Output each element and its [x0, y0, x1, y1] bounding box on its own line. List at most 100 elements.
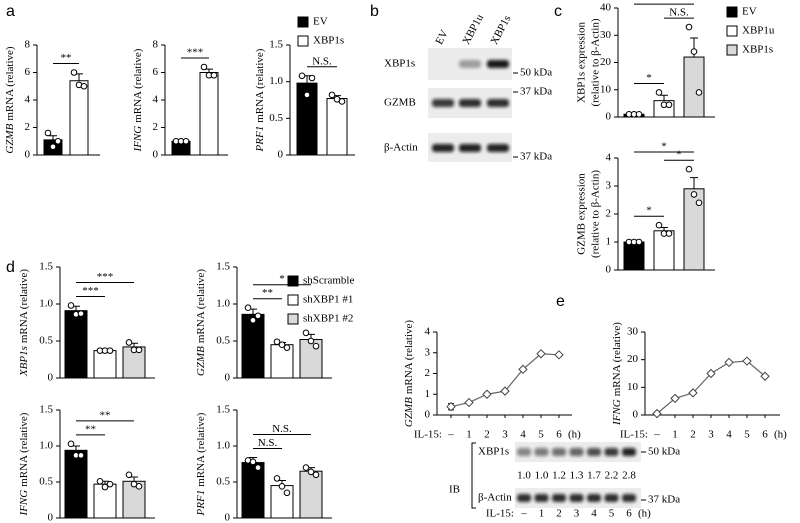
data-point — [283, 489, 291, 497]
band — [459, 99, 481, 107]
y-tick-label: 4 — [425, 326, 431, 338]
quantification: 2.2 — [605, 470, 619, 482]
marker — [706, 368, 716, 379]
y-axis-label-part: IFNG — [132, 126, 144, 153]
y-tick-label: 1.5 — [269, 39, 283, 51]
bar — [64, 310, 88, 379]
lane-label: 2 — [556, 508, 562, 520]
y-tick-label: 0 — [225, 372, 231, 384]
data-point — [210, 71, 218, 79]
error-bar — [130, 476, 138, 482]
data-point — [685, 23, 693, 31]
quantification: 1.0 — [517, 470, 531, 482]
band — [622, 494, 636, 502]
data-point — [80, 82, 88, 90]
data-point — [328, 91, 336, 99]
significance-label: * — [676, 149, 682, 161]
y-tick-label: 0 — [153, 149, 159, 161]
y-axis-label-part: mRNA (relative) — [195, 269, 207, 344]
data-point — [249, 458, 257, 466]
lane-label: – — [520, 508, 527, 520]
y-axis-label-part: PRF1 — [195, 490, 207, 517]
x-tick-label: 2 — [690, 429, 696, 441]
lane-axis-label: IL-15: — [486, 508, 514, 520]
bar — [683, 56, 705, 118]
x-tick-label: 1 — [672, 429, 678, 441]
row-label: XBP1s — [384, 58, 415, 70]
x-tick-label: – — [653, 429, 660, 441]
y-axis-label-part: PRF1 — [254, 126, 266, 153]
y-axis-label: (relative to β-Actin) — [590, 170, 602, 258]
panel-label: a — [6, 3, 15, 20]
y-tick-label: 30 — [627, 326, 639, 338]
band — [569, 448, 584, 456]
row-label: β-Actin — [478, 492, 512, 504]
y-tick-label: 0.5 — [39, 335, 53, 347]
data-point — [690, 191, 698, 198]
bar — [299, 470, 323, 519]
y-tick-label: 1 — [425, 388, 431, 400]
band — [487, 144, 509, 152]
line — [450, 353, 560, 408]
legend-label: EV — [742, 6, 757, 18]
significance-label: *** — [187, 47, 204, 59]
lane-label: XBP1u — [460, 12, 486, 47]
data-point — [303, 91, 311, 99]
band — [459, 144, 481, 152]
y-tick-label: 3 — [606, 180, 612, 192]
significance-label: N.S. — [272, 423, 292, 435]
x-axis-label: IL-15: — [620, 429, 648, 441]
data-point — [312, 342, 320, 350]
data-point — [135, 483, 143, 490]
legend-swatch — [287, 294, 299, 306]
y-tick-label: 1.0 — [39, 440, 53, 452]
quantification: 2.8 — [622, 470, 636, 482]
significance-label: ** — [100, 409, 111, 421]
y-axis-label-part: mRNA (relative) — [195, 412, 207, 487]
lane-label: EV — [433, 28, 451, 47]
y-axis-label-part: IFNG — [18, 490, 30, 517]
data-point — [54, 137, 62, 145]
marker — [518, 364, 528, 375]
data-point — [690, 48, 698, 55]
data-point — [635, 110, 643, 118]
data-point — [135, 346, 143, 354]
y-tick-label: 20 — [627, 353, 639, 365]
legend-label: EV — [313, 16, 328, 28]
data-point — [307, 468, 315, 476]
significance-label: * — [279, 273, 285, 285]
y-tick-label: 1 — [606, 236, 612, 248]
significance-label: N.S. — [258, 437, 278, 449]
significance-label: ** — [61, 52, 72, 64]
legend-label: shXBP1 #2 — [303, 313, 353, 325]
marker — [464, 397, 474, 408]
y-tick-label: 0.5 — [269, 112, 283, 124]
data-point — [96, 477, 104, 485]
data-point — [635, 238, 643, 246]
bar — [623, 241, 645, 271]
data-point — [665, 101, 673, 109]
data-point — [249, 316, 257, 324]
band — [604, 494, 619, 502]
y-tick-label: 0 — [25, 149, 31, 161]
ib-bracket — [471, 442, 476, 509]
y-tick-label: 4 — [606, 152, 612, 164]
y-axis-label-part: mRNA (relative) — [4, 46, 16, 121]
legend-label: XBP1s — [742, 44, 773, 56]
y-tick-label: 0 — [278, 149, 284, 161]
y-axis-label-part: mRNA (relative) — [611, 322, 623, 397]
panel-label: c — [554, 3, 562, 20]
data-point — [695, 89, 703, 96]
y-axis-label: IFNG mRNA (relative) — [18, 412, 30, 516]
y-axis-label: GZMB mRNA (relative) — [195, 269, 207, 377]
y-axis-label: XBP1s expression — [576, 22, 588, 103]
data-point — [70, 69, 78, 76]
legend-swatch — [297, 16, 309, 28]
legend-swatch — [726, 25, 738, 37]
band — [552, 448, 566, 456]
band — [517, 494, 531, 502]
bar — [241, 313, 265, 379]
x-tick-label: 3 — [708, 429, 714, 441]
data-point — [106, 347, 114, 354]
data-point — [302, 464, 310, 471]
